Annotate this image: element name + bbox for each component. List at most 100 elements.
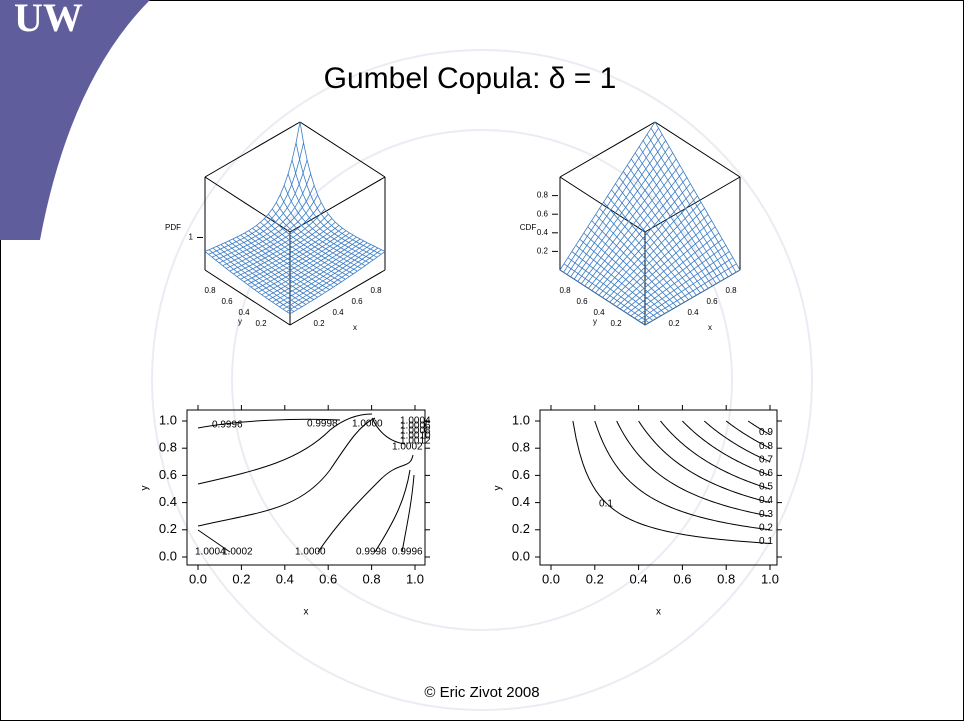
contour-label: 1.0002 — [392, 442, 423, 453]
contour-line — [197, 418, 341, 429]
x-tick-label: 0.0 — [542, 571, 560, 586]
mesh-line — [650, 127, 737, 273]
contour-label: 1.0010 — [400, 431, 431, 442]
contour-line — [197, 417, 376, 527]
mesh-line — [204, 121, 301, 252]
x-tick-label: 0.4 — [630, 571, 648, 586]
contour-line — [682, 420, 771, 476]
box-edge — [289, 176, 386, 233]
contour-line — [317, 454, 414, 553]
mesh-line — [646, 134, 733, 275]
contour-label: 1.0000 — [295, 547, 326, 558]
mesh-line — [287, 173, 374, 261]
y-tick-label: 0.2 — [255, 319, 267, 328]
y-label: y — [493, 486, 504, 491]
y-tick-label: 0.8 — [512, 440, 530, 455]
slide-title: Gumbel Copula: δ = 1 — [324, 62, 617, 95]
plot-frame — [539, 409, 778, 566]
y-tick-label: 0.6 — [512, 467, 530, 482]
x-tick-label: 0.0 — [189, 571, 207, 586]
contour-label: 0.9996 — [212, 420, 243, 431]
x-label: x — [304, 607, 309, 618]
contour-label: 1.0008 — [400, 426, 431, 437]
contour-label: 0.1 — [759, 536, 773, 547]
mesh-line — [573, 146, 670, 280]
y-label: y — [140, 486, 151, 491]
box-edge — [654, 121, 741, 178]
contour-line — [725, 420, 771, 449]
contour-label: 1.0000 — [352, 419, 383, 430]
y-label: y — [593, 317, 597, 326]
x-tick-label: 0.6 — [319, 571, 337, 586]
y-tick-label: 0.8 — [204, 286, 216, 295]
contour-label: 0.3 — [759, 509, 773, 520]
x-label: x — [656, 607, 661, 618]
y-tick-label: 0.4 — [512, 494, 530, 509]
mesh-line — [563, 127, 659, 273]
box-edge — [299, 121, 386, 178]
box-edge — [289, 269, 386, 326]
seal-watermark — [151, 49, 813, 711]
x-tick-label: 0.6 — [673, 571, 691, 586]
mesh-line — [295, 142, 382, 255]
x-label: x — [708, 323, 712, 332]
contour-label: 1.0004 — [400, 416, 431, 427]
z-tick-label: 0.6 — [537, 209, 549, 218]
y-tick-label: 0.6 — [221, 297, 233, 306]
mesh-line — [291, 159, 378, 258]
y-tick-label: 0.6 — [159, 467, 177, 482]
contour-line — [660, 420, 771, 490]
contour-line — [197, 413, 373, 485]
y-tick-label: 0.6 — [576, 297, 588, 306]
y-tick-label: 0.8 — [159, 440, 177, 455]
x-tick-label: 0.2 — [668, 319, 680, 328]
z-tick-label: 1 — [189, 233, 194, 242]
x-tick-label: 0.4 — [276, 571, 294, 586]
x-tick-label: 0.8 — [363, 571, 381, 586]
mesh-line — [566, 134, 663, 275]
z-label: CDF — [520, 223, 537, 232]
contour-line — [401, 474, 415, 553]
contour-line — [374, 469, 411, 553]
contour-line — [703, 420, 771, 463]
mesh-line — [559, 121, 656, 271]
contour-line — [638, 420, 771, 504]
contour-line — [747, 420, 771, 436]
box-edge — [204, 269, 291, 326]
logo: UW — [14, 0, 83, 40]
mesh-line — [299, 121, 386, 252]
x-tick-label: 0.2 — [586, 571, 604, 586]
mesh-line — [654, 121, 741, 271]
y-tick-label: 0.4 — [159, 494, 177, 509]
x-tick-label: 0.6 — [351, 297, 363, 306]
z-tick-label: 0.2 — [537, 247, 549, 256]
corner-wedge — [0, 0, 150, 240]
y-tick-label: 1.0 — [512, 412, 530, 427]
contour-label: 1.0012 — [400, 436, 431, 447]
y-tick-label: 0.4 — [238, 308, 250, 317]
footer: © Eric Zivot 2008 — [424, 684, 539, 701]
z-tick-label: 0.4 — [537, 228, 549, 237]
contour-line — [594, 420, 771, 531]
contour-line — [572, 420, 771, 544]
mesh-line — [642, 140, 729, 278]
contour-line — [371, 417, 406, 445]
y-tick-label: 0.4 — [593, 308, 605, 317]
x-tick-label: 0.8 — [717, 571, 735, 586]
y-tick-label: 0.2 — [610, 319, 622, 328]
contour-label: 0.7 — [759, 454, 773, 465]
mesh-line — [570, 140, 666, 278]
x-tick-label: 0.4 — [332, 308, 344, 317]
y-tick-label: 0.2 — [159, 521, 177, 536]
box-edge — [559, 121, 656, 178]
x-tick-label: 1.0 — [761, 571, 779, 586]
contour-label: 1.0006 — [400, 421, 431, 432]
contour-label: 0.9998 — [356, 547, 387, 558]
y-tick-label: 0.8 — [559, 286, 571, 295]
mesh-line — [215, 173, 311, 261]
contour-label: 0.9996 — [392, 547, 423, 558]
x-label: x — [353, 323, 357, 332]
mesh-line — [219, 185, 315, 264]
